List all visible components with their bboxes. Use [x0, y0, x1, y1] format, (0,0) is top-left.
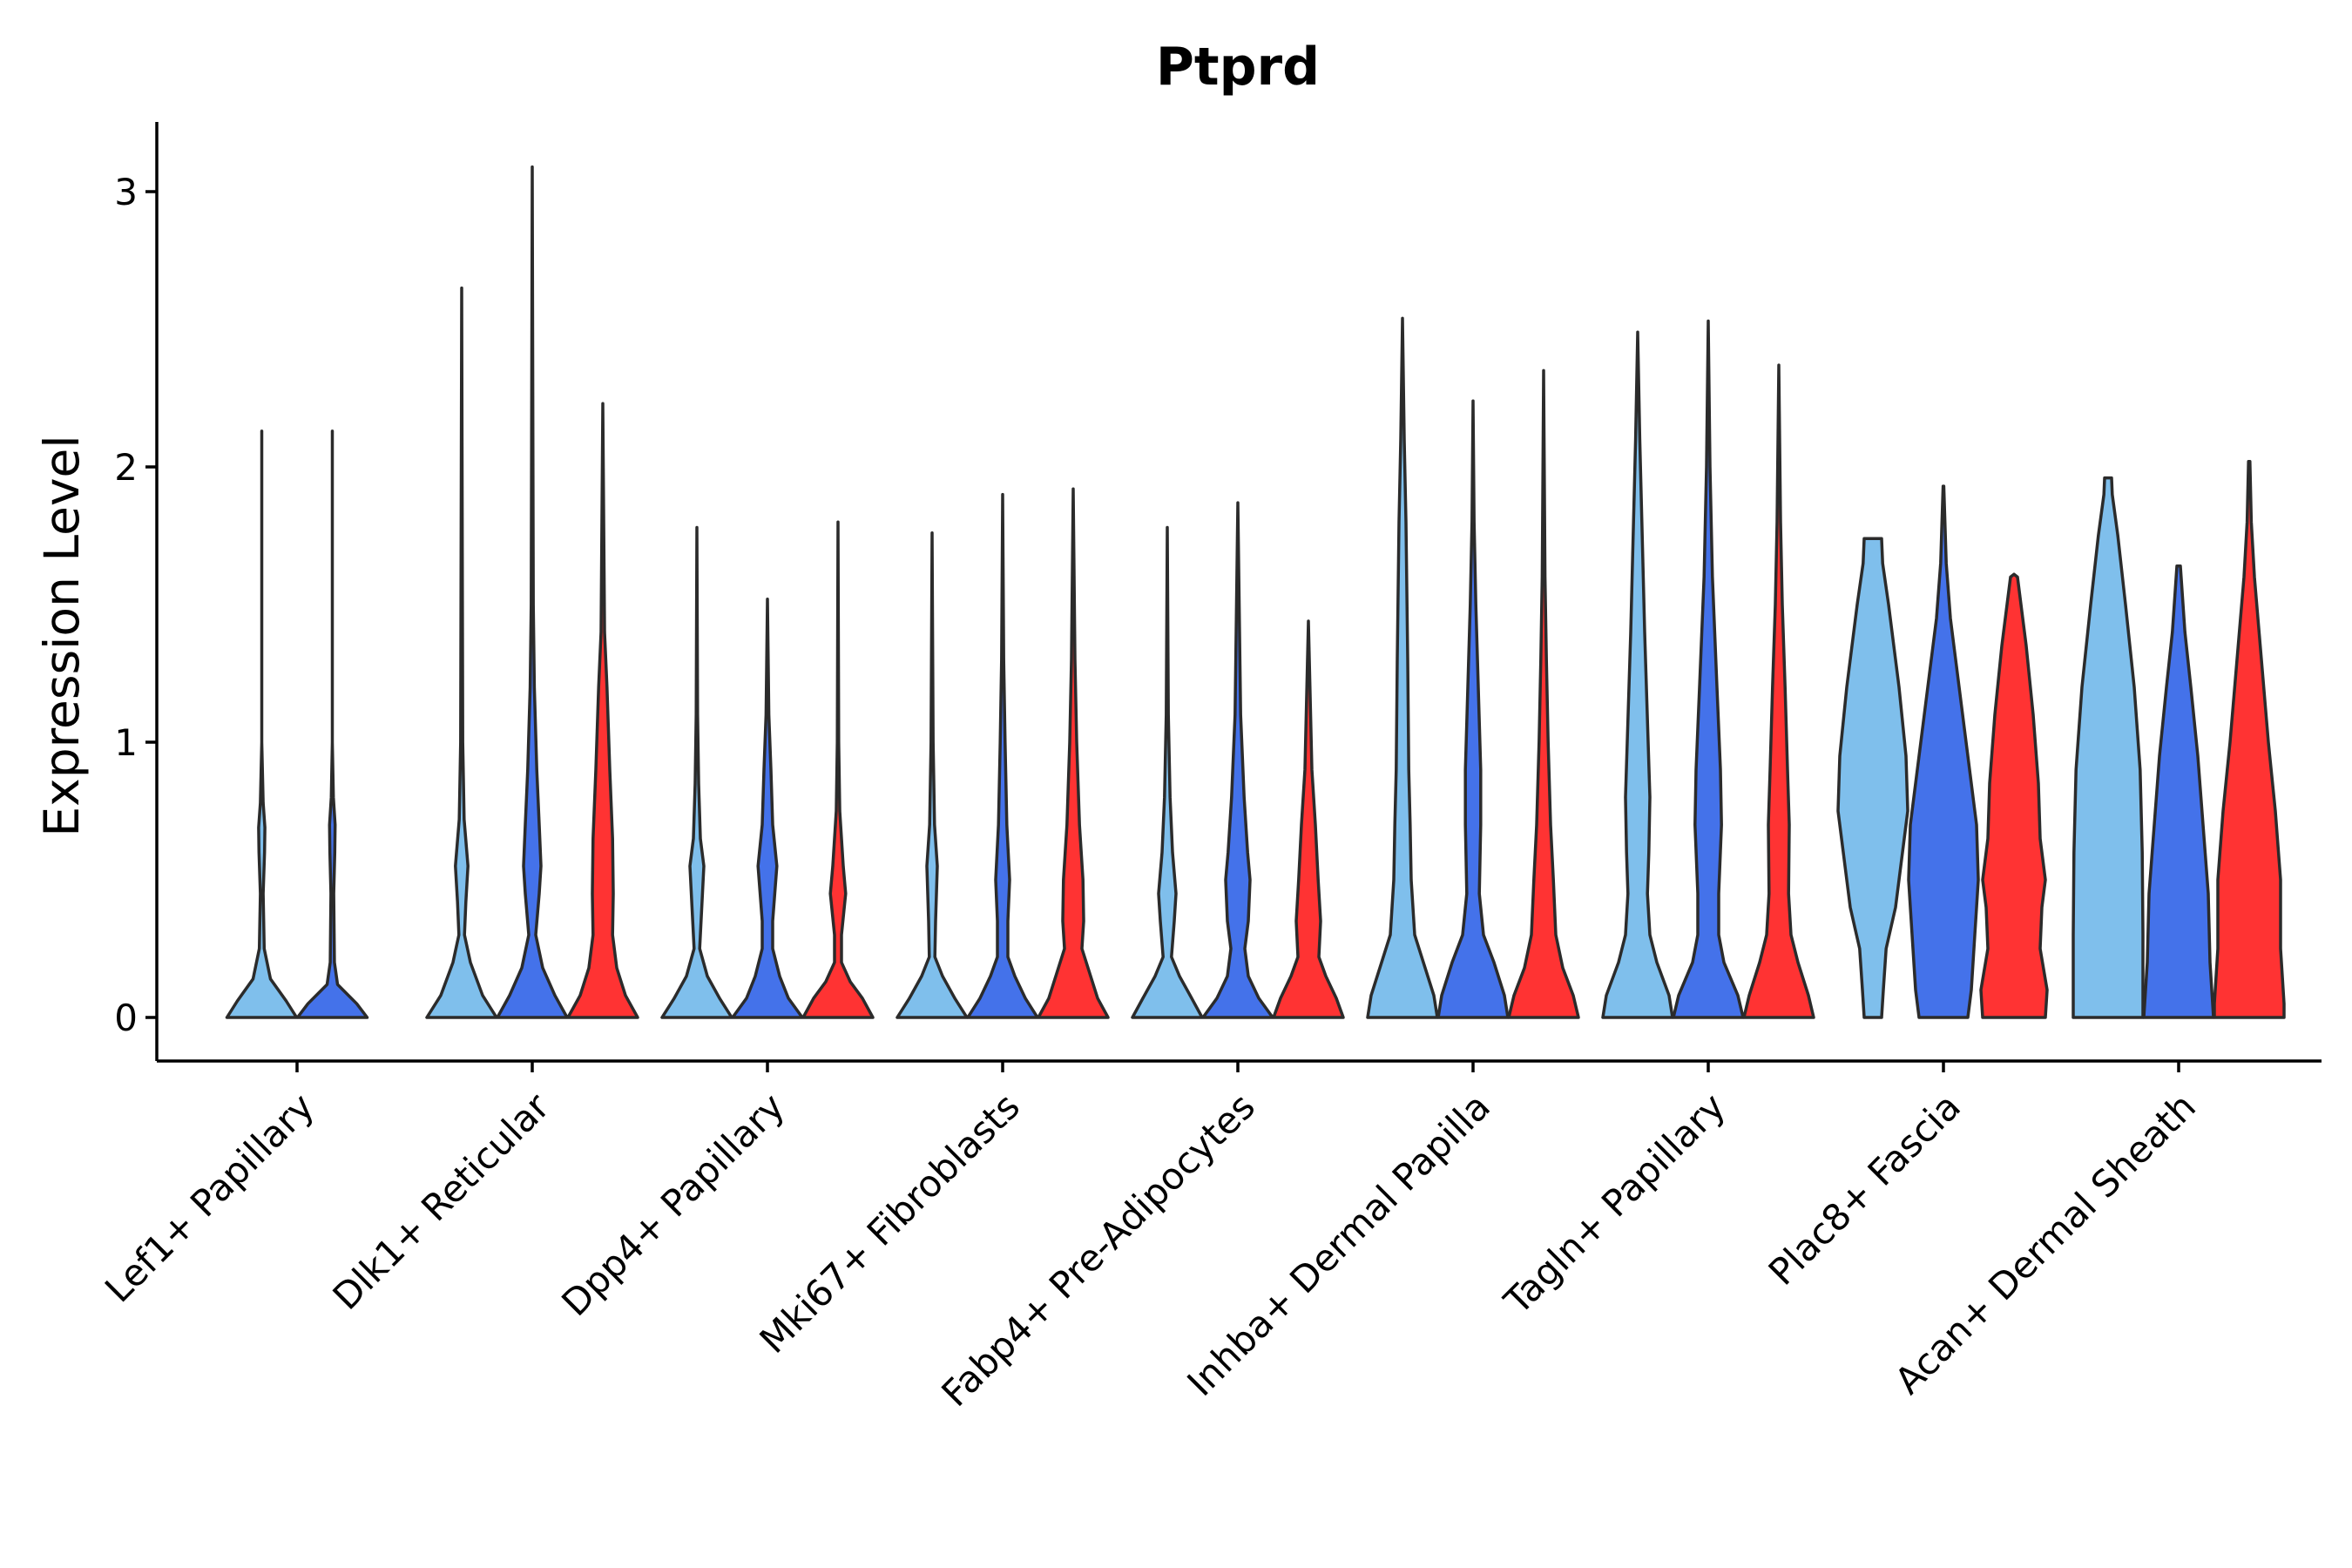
- chart-title: Ptprd: [1156, 37, 1320, 98]
- violin-3-3: [801, 520, 875, 1019]
- axes-layer: 0 1 2 3 Lef1+ Papillary Dlk1+ ReticularDpp4+ …: [97, 122, 2322, 1415]
- violin-6-3: [1507, 368, 1580, 1019]
- violin-3-1: [660, 525, 733, 1019]
- y-tick-label: 2: [114, 446, 138, 489]
- violin-4-1: [896, 531, 969, 1019]
- violin-2-1: [425, 286, 498, 1019]
- x-tick-label: Dpp4+ Papillary: [553, 1085, 793, 1324]
- violin-1-1: [225, 429, 299, 1019]
- violin-1-2: [295, 429, 369, 1019]
- violin-8-1: [1836, 537, 1909, 1019]
- violin-8-2: [1907, 484, 1980, 1019]
- violin-9-2: [2142, 564, 2215, 1019]
- x-tick-label: Mki67+ Fibroblasts: [752, 1085, 1028, 1361]
- violin-5-2: [1201, 501, 1274, 1019]
- y-axis-label: Expression Level: [34, 435, 90, 836]
- violin-4-3: [1037, 487, 1110, 1019]
- violin-5-3: [1272, 619, 1345, 1019]
- violin-2-2: [496, 165, 569, 1019]
- violin-3-2: [731, 597, 804, 1019]
- violin-6-1: [1366, 316, 1439, 1019]
- violin-7-1: [1601, 330, 1674, 1019]
- violin-8-3: [1979, 572, 2049, 1019]
- violin-7-2: [1672, 319, 1745, 1019]
- y-tick-label: 0: [114, 997, 138, 1039]
- violin-5-1: [1131, 525, 1204, 1019]
- y-tick-label: 3: [114, 171, 138, 213]
- x-tick-label: Lef1+ Papillary: [97, 1085, 322, 1310]
- violin-2-3: [566, 402, 639, 1019]
- violins-layer: [225, 165, 2286, 1019]
- violin-7-3: [1742, 363, 1815, 1019]
- y-tick-label: 1: [114, 721, 138, 764]
- x-tick-label: Plac8+ Fascia: [1761, 1085, 1969, 1293]
- violin-9-1: [2072, 476, 2145, 1019]
- violin-9-3: [2213, 459, 2286, 1019]
- violin-6-2: [1436, 399, 1510, 1019]
- violin-4-2: [966, 492, 1039, 1019]
- x-tick-label: Dlk1+ Reticular: [325, 1085, 558, 1318]
- x-tick-label: Tagln+ Papillary: [1496, 1085, 1734, 1322]
